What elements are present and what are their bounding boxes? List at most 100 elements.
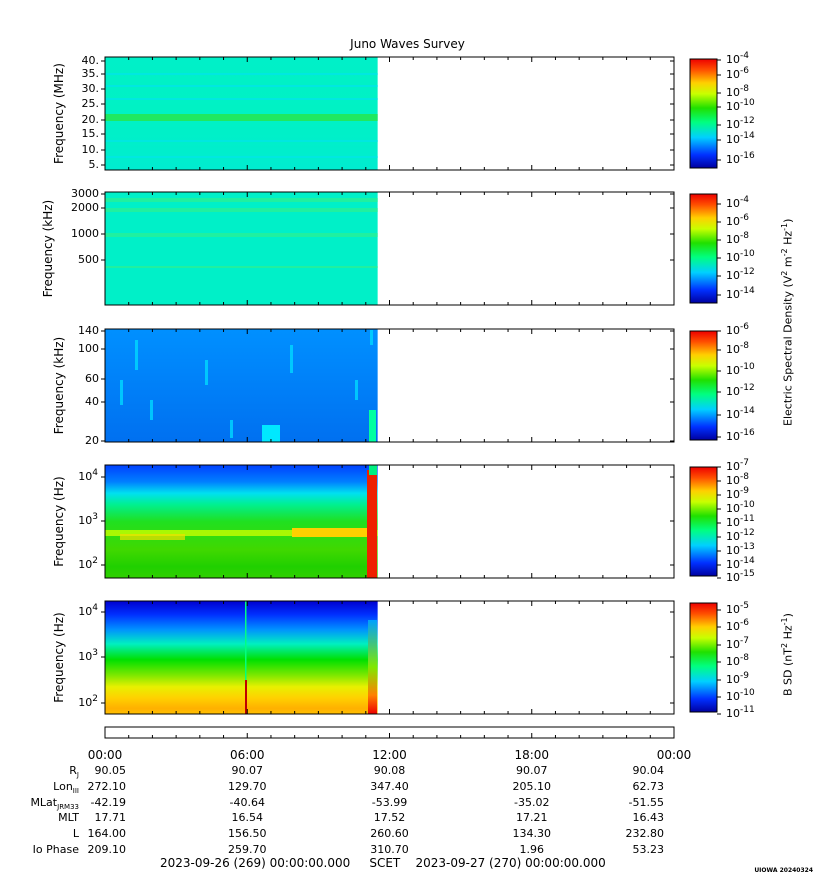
ephem-value: -53.99 [371, 796, 408, 809]
ephem-value: -51.55 [628, 796, 664, 809]
spectrogram-data [105, 329, 378, 442]
colorbar-tick-label: 10-12 [726, 267, 755, 283]
colorbar [689, 466, 718, 577]
y-tick-label: 40 [85, 395, 99, 408]
y-tick-label: 25. [82, 97, 100, 110]
band-feature [105, 233, 378, 237]
y-tick-label: 60 [85, 372, 99, 385]
ephem-value: 17.21 [516, 811, 548, 824]
colorbar-tick-label: 10-10 [726, 688, 755, 704]
burst-feature [370, 330, 373, 345]
y-tick-label: 20 [85, 434, 99, 447]
plot-title: Juno Waves Survey [350, 37, 465, 51]
ephem-label: RJ [69, 764, 79, 780]
y-tick-label: 103 [78, 648, 98, 664]
time-tick-label: 12:00 [372, 748, 407, 762]
colorbar-tick-label: 10-16 [726, 428, 755, 444]
y-tick-label: 500 [78, 253, 99, 266]
ephem-value: 259.70 [228, 843, 267, 856]
y-tick-label: 35. [82, 67, 100, 80]
band-feature [105, 73, 378, 75]
ephem-value: 232.80 [625, 827, 665, 840]
time-tick-label: 00:00 [88, 748, 123, 762]
ephem-label: MLT [58, 811, 79, 824]
colorbar-tick-label: 10-11 [726, 514, 755, 530]
edge-feature [368, 620, 377, 714]
y-tick-label: 103 [78, 512, 98, 528]
y-tick-label: 100 [78, 342, 99, 355]
ephem-value: -42.19 [90, 796, 126, 809]
colorbar-tick-label: 10-10 [726, 362, 755, 378]
burst-feature [135, 340, 138, 370]
band-feature [105, 530, 378, 536]
line-feature [245, 601, 247, 714]
colorbar-tick-label: 10-11 [726, 705, 755, 721]
y-tick-label: 20. [82, 113, 100, 126]
burst-feature [150, 400, 153, 420]
y-tick-label: 3000 [71, 187, 99, 200]
colorbar-tick-label: 10-14 [726, 286, 755, 302]
spectrogram-data [105, 465, 378, 578]
ephem-value: 53.23 [632, 843, 665, 856]
colorbar-tick-label: 10-15 [726, 569, 755, 585]
ephem-value: 17.52 [373, 811, 406, 824]
ephem-value: 17.71 [94, 811, 127, 824]
ephem-value: 90.07 [231, 764, 264, 777]
panel-p5: 104 103 102 Frequency (Hz) 10-510-6 10-710-8 1… [52, 600, 755, 721]
ephem-value: 129.70 [228, 780, 267, 793]
ephem-value: 1.96 [519, 843, 545, 856]
y-tick-label: 1000 [71, 227, 99, 240]
ephem-value: 90.07 [516, 764, 548, 777]
colorbar-tick-label: 10-9 [726, 486, 749, 502]
y-tick-label: 104 [78, 603, 98, 619]
ephem-value: 156.50 [228, 827, 267, 840]
colorbar-tick-label: 10-8 [726, 84, 749, 100]
band-feature [292, 528, 367, 537]
colorbar-tick-label: 10-4 [726, 51, 749, 67]
colorbar-tick-label: 10-12 [726, 116, 755, 132]
band-feature [105, 114, 378, 121]
colorbar-tick-label: 10-10 [726, 500, 755, 516]
colorbar-title-magnetic: B SD (nT2 Hz-1) [780, 613, 795, 696]
colorbar-tick-label: 10-13 [726, 542, 755, 558]
colorbar-tick-label: 10-6 [726, 618, 749, 634]
y-tick-label: 10. [82, 143, 100, 156]
ephem-value: -35.02 [514, 796, 550, 809]
ephem-value: 310.70 [370, 843, 409, 856]
y-axis-label: Frequency (kHz) [52, 337, 66, 434]
ephem-label: LonIII [53, 780, 79, 796]
burst-feature [369, 410, 376, 442]
colorbar-tick-label: 10-10 [726, 249, 755, 265]
edge-feature [369, 465, 377, 475]
colorbar-tick-label: 10-8 [726, 341, 749, 357]
burst-feature [205, 360, 208, 385]
colorbar-tick-label: 10-8 [726, 653, 749, 669]
band-feature [120, 534, 185, 540]
band-feature [105, 140, 378, 142]
uiowa-stamp: UIOWA 20240324 [754, 867, 813, 874]
colorbar-tick-label: 10-6 [726, 322, 749, 338]
y-tick-label: 140 [78, 324, 99, 337]
colorbar-tick-label: 10-7 [726, 636, 749, 652]
spectrogram-data [105, 601, 378, 714]
y-axis-label: Frequency (Hz) [52, 476, 66, 567]
burst-feature [355, 380, 358, 400]
ephem-label: Io Phase [32, 843, 79, 856]
band-feature [105, 208, 378, 212]
colorbar-tick-label: 10-14 [726, 406, 755, 422]
ephem-value: -40.64 [229, 796, 265, 809]
colorbar-tick-label: 10-5 [726, 601, 749, 617]
colorbar-tick-label: 10-10 [726, 98, 755, 114]
band-feature [105, 156, 378, 158]
ephem-value: 16.43 [632, 811, 665, 824]
band-feature [105, 198, 378, 202]
band-feature [105, 98, 378, 100]
y-tick-label: 15. [82, 127, 100, 140]
ephem-value: 272.10 [87, 780, 127, 793]
colorbar-tick-label: 10-6 [726, 66, 749, 82]
panel-p1: 40.35. 30. 25. 20.15. 10. 5. Frequency (MHz) 10… [52, 51, 755, 172]
colorbar-tick-label: 10-12 [726, 528, 755, 544]
colorbar-title-electric: Electric Spectral Density (V2 m-2 Hz-1) [780, 218, 795, 426]
ephem-value: 205.10 [512, 780, 552, 793]
